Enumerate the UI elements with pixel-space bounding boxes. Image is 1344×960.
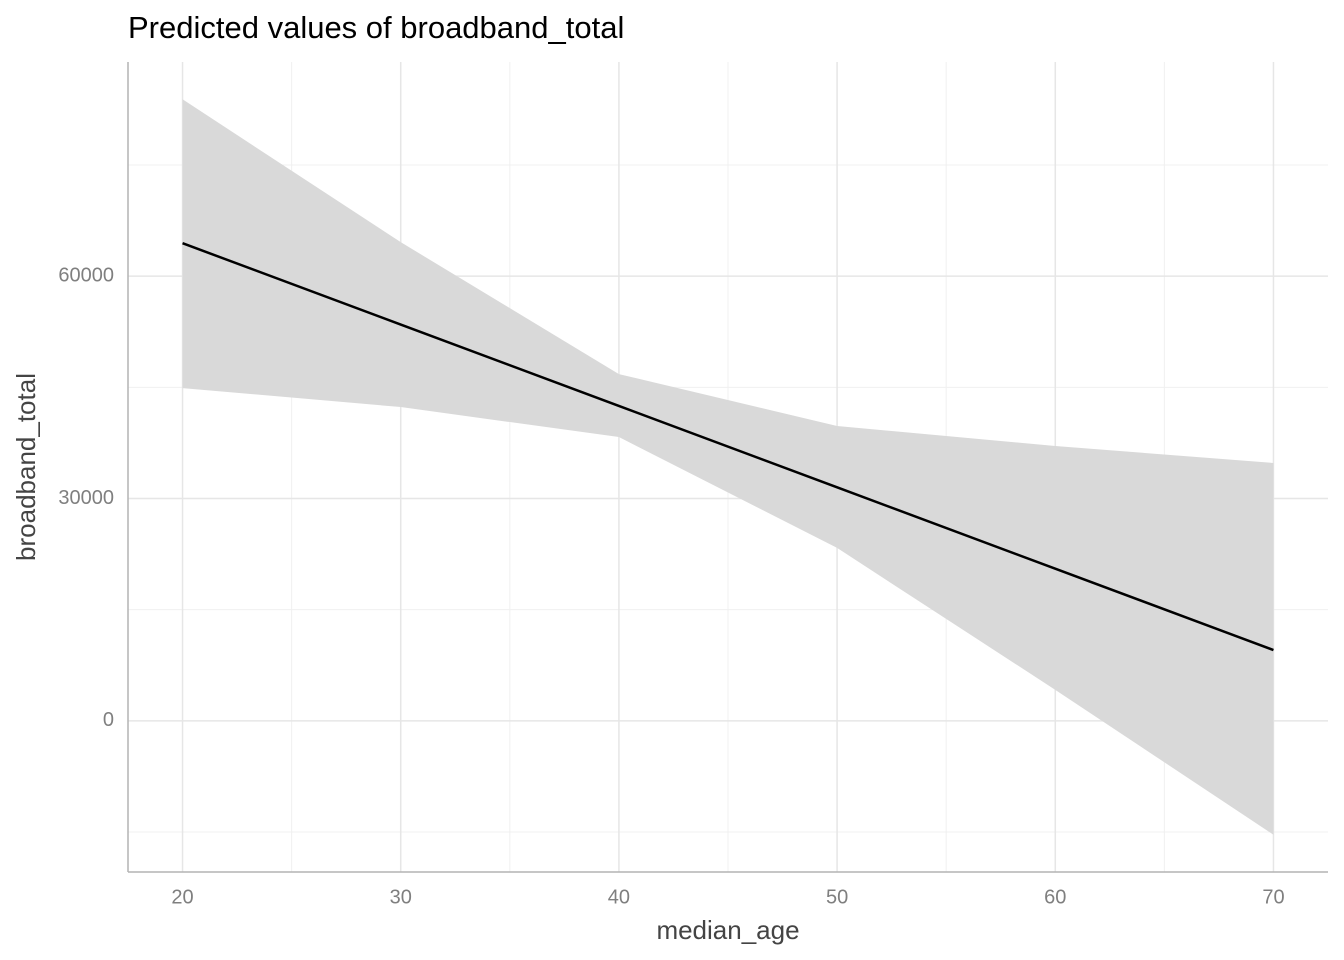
x-tick-label: 20 [171, 886, 193, 908]
x-tick-label: 60 [1044, 886, 1066, 908]
y-tick-label: 0 [103, 709, 114, 731]
x-tick-label: 40 [608, 886, 630, 908]
line [182, 242, 1274, 652]
x-tick-label: 70 [1262, 886, 1284, 908]
confidence-band [182, 99, 1274, 835]
x-tick-label: 30 [390, 886, 412, 908]
y-tick-label: 60000 [58, 264, 114, 286]
y-tick-label: 30000 [58, 487, 114, 509]
x-axis-title: median_age [656, 915, 799, 945]
chart-title: Predicted values of broadband_total [128, 10, 624, 45]
y-axis-title: broadband_total [11, 373, 41, 561]
x-tick-label: 50 [826, 886, 848, 908]
